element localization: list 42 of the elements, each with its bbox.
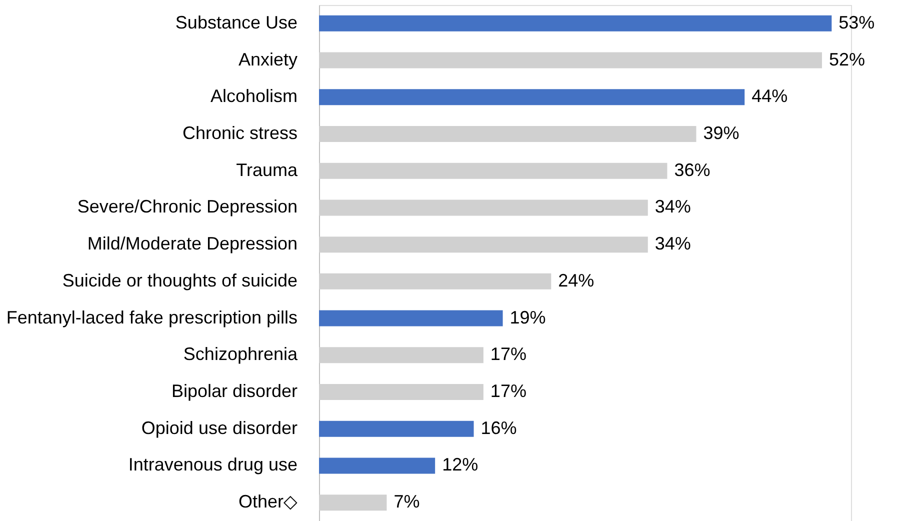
- data-label: 7%: [394, 492, 420, 512]
- bar: [319, 162, 668, 179]
- y-tick-label: Anxiety: [238, 49, 298, 70]
- y-tick-label: Chronic stress: [182, 123, 298, 143]
- y-tick-label: Bipolar disorder: [171, 381, 298, 401]
- y-tick-label: Fentanyl-laced fake prescription pills: [6, 307, 298, 328]
- data-label: 53%: [838, 12, 875, 32]
- data-label: 12%: [442, 454, 478, 475]
- bar: [319, 273, 552, 290]
- data-label: 24%: [558, 270, 594, 290]
- y-tick-label: Suicide or thoughts of suicide: [62, 270, 298, 290]
- bar: [319, 347, 484, 364]
- data-label: 39%: [703, 123, 740, 143]
- y-tick-label: Mild/Moderate Depression: [87, 234, 298, 254]
- bar: [319, 126, 696, 142]
- bar: [319, 420, 474, 437]
- bar: [319, 236, 648, 253]
- data-label: 17%: [490, 344, 526, 364]
- data-label: 19%: [510, 307, 546, 328]
- bar: [319, 494, 387, 511]
- bar: [319, 310, 503, 326]
- bar: [319, 458, 436, 474]
- y-tick-label: Severe/Chronic Depression: [77, 196, 298, 217]
- y-tick-label: Trauma: [236, 160, 298, 180]
- bar: [319, 89, 745, 106]
- y-tick-label: Schizophrenia: [183, 344, 298, 364]
- y-tick-label: Substance Use: [175, 12, 298, 32]
- bar: [319, 200, 648, 216]
- data-label: 16%: [480, 418, 517, 438]
- bar: [319, 52, 822, 68]
- bar: [319, 15, 832, 32]
- y-tick-label: Opioid use disorder: [141, 418, 298, 438]
- y-tick-label: Intravenous drug use: [128, 454, 298, 475]
- y-tick-label: Other◇: [238, 492, 298, 512]
- data-label: 17%: [490, 381, 526, 401]
- data-label: 34%: [654, 196, 691, 217]
- data-label: 52%: [828, 49, 866, 70]
- bar: [319, 384, 484, 400]
- data-label: 34%: [654, 234, 691, 254]
- data-label: 36%: [674, 160, 710, 180]
- y-tick-label: Alcoholism: [210, 86, 298, 106]
- data-label: 44%: [752, 86, 788, 106]
